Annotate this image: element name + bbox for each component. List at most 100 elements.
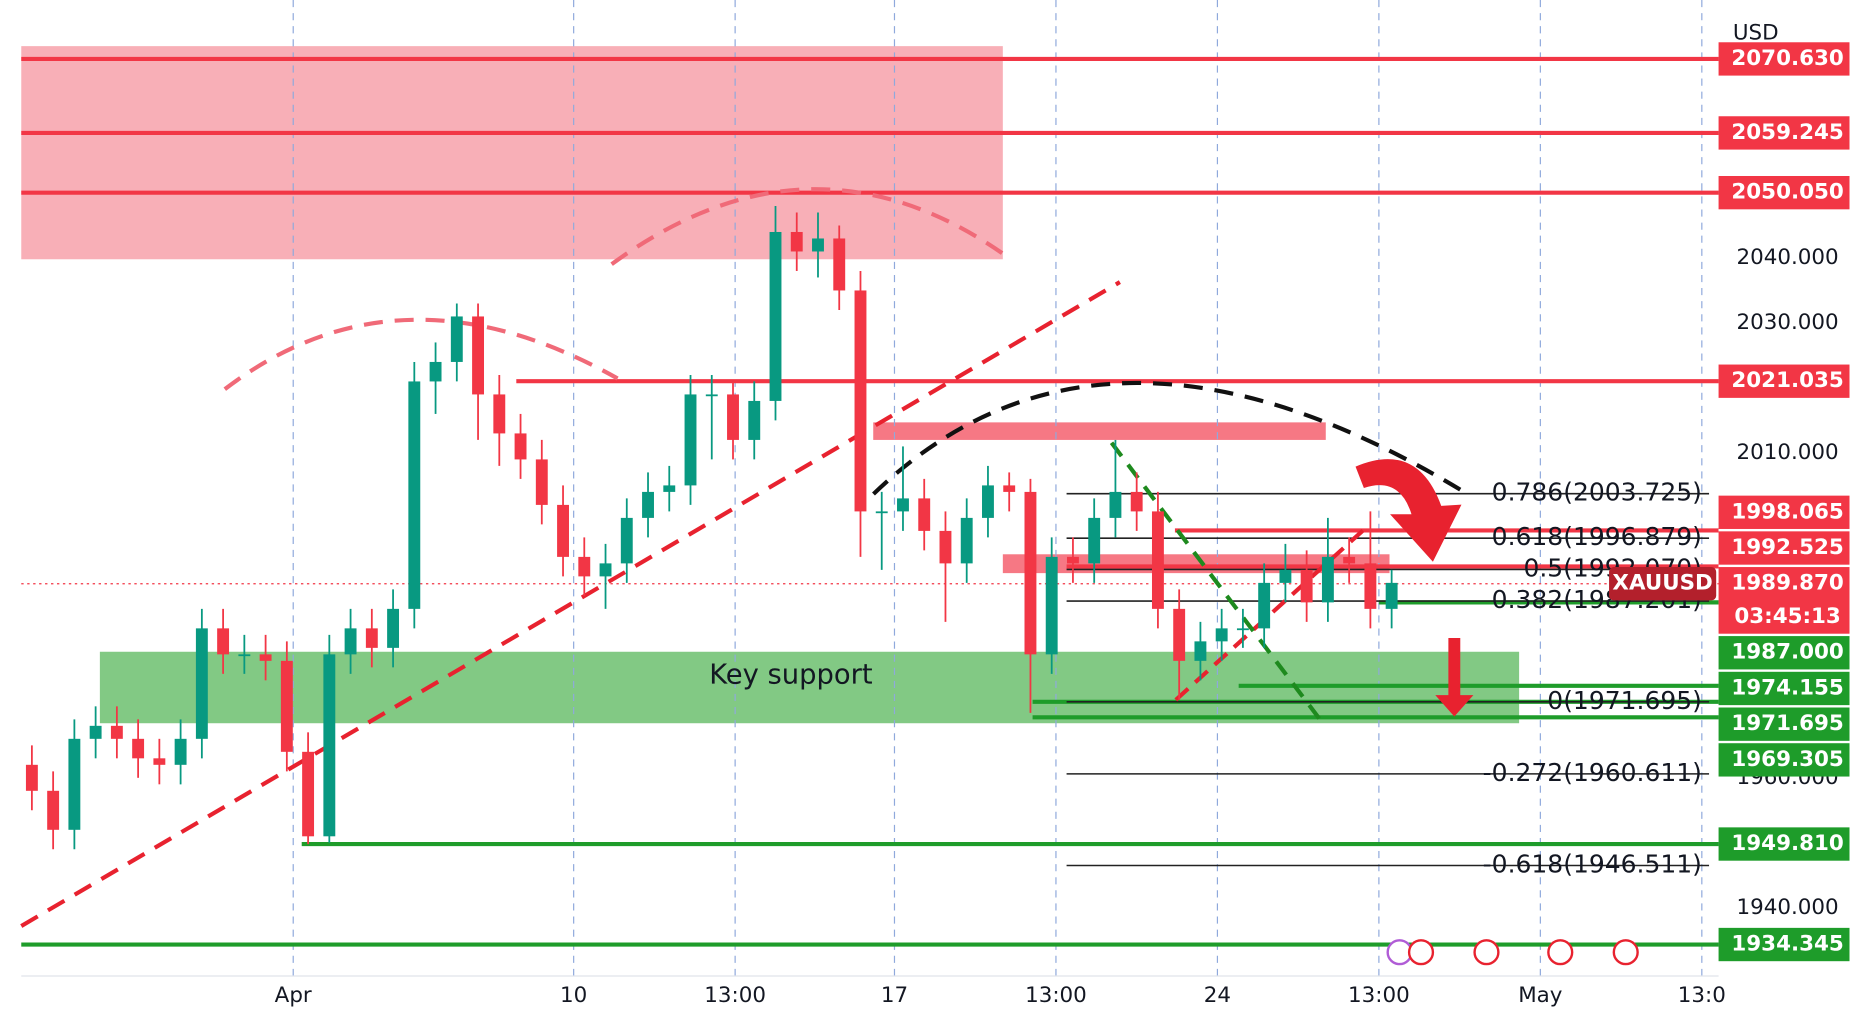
candle-body (854, 290, 867, 512)
price-box (1718, 827, 1850, 861)
icon (1547, 939, 1574, 966)
price-label: 1989.870 (1731, 571, 1843, 596)
candle-body (280, 660, 293, 752)
countdown: 03:45:13 (1734, 604, 1840, 629)
candle-body (47, 790, 60, 830)
price-label: 1992.525 (1731, 535, 1843, 560)
candle-body (1215, 628, 1228, 642)
currency: USD (1733, 20, 1779, 45)
fib-label: 0.618(1996.879) (1492, 522, 1702, 551)
arrow (1355, 459, 1462, 562)
candle-body (302, 751, 315, 837)
fib-label: 0.786(2003.725) (1492, 478, 1702, 507)
candle-body (769, 231, 782, 401)
candle-body (1364, 563, 1377, 609)
annotation: Key support (709, 660, 873, 691)
icon (1407, 939, 1435, 966)
candle-body (132, 738, 145, 759)
y-tick-label: 1940.000 (1737, 895, 1839, 920)
candle-body (153, 758, 166, 765)
candle-body (727, 394, 739, 440)
arrow (1435, 637, 1474, 717)
candle-body (408, 381, 421, 609)
symbol-label: XAUUSD (1612, 571, 1712, 596)
candle-body (1194, 641, 1207, 661)
price-label: 1949.810 (1731, 831, 1843, 856)
price-box (1718, 671, 1850, 706)
fib-label: -0.618(1946.511) (1483, 849, 1702, 878)
price-box (1718, 176, 1850, 210)
candle-body (89, 725, 102, 739)
candle-body (833, 238, 846, 291)
y-tick-label: 2040.000 (1737, 245, 1839, 270)
candle-body (663, 485, 676, 492)
candle-body (1300, 569, 1313, 603)
fib-label: -0.272(1960.611) (1483, 758, 1702, 787)
candle-body (1321, 556, 1334, 603)
candle-body (1173, 608, 1186, 661)
zone (21, 46, 1003, 260)
candle-body (25, 764, 38, 791)
candle-body (110, 725, 123, 739)
candle-body (1258, 582, 1271, 629)
candle-body (472, 316, 485, 395)
price-label: 2050.050 (1731, 180, 1843, 205)
candle-body (897, 498, 909, 512)
price-label: 1969.305 (1731, 747, 1843, 772)
price-label: 2021.035 (1731, 368, 1843, 393)
x-tick-label: 10 (560, 983, 587, 1008)
arc (223, 317, 619, 391)
candle-body (684, 394, 697, 486)
candle-body (1385, 582, 1398, 609)
candle-body (918, 498, 931, 531)
candle-body (365, 628, 378, 648)
price-box (1718, 531, 1850, 565)
y-tick-label: 2010.000 (1737, 440, 1839, 465)
candle-body (790, 231, 803, 252)
candle-body (1279, 569, 1292, 583)
trendline (20, 280, 1121, 928)
candle-body (429, 361, 442, 382)
candle-body (812, 238, 824, 252)
price-box (1718, 364, 1850, 398)
candle-body (217, 628, 230, 655)
candle-body (323, 654, 336, 837)
candle-body (1024, 491, 1037, 655)
zone (873, 422, 1326, 440)
x-tick-label: Apr (275, 983, 312, 1008)
price-box (1718, 567, 1850, 634)
candle-body (1003, 485, 1016, 492)
candle-body (1343, 556, 1356, 564)
x-tick-label: 13:0 (1678, 983, 1726, 1008)
x-tick-label: 17 (881, 983, 908, 1008)
price-label: 1934.345 (1731, 932, 1843, 957)
candle-body (939, 530, 952, 564)
x-tick-label: 24 (1204, 983, 1231, 1008)
candle-body (705, 394, 718, 397)
price-box (1718, 927, 1850, 962)
event-icons (1386, 939, 1639, 966)
fib-label: 0(1971.695) (1547, 686, 1702, 715)
trendline (1109, 441, 1324, 724)
x-tick-label: 13:00 (1025, 983, 1087, 1008)
candle-body (642, 491, 654, 518)
candle-body (599, 563, 612, 577)
candle-body (344, 628, 357, 655)
candle-body (174, 738, 187, 765)
price-label: 1998.065 (1731, 499, 1843, 524)
candle-body (1151, 511, 1164, 609)
x-tick-label: 13:00 (704, 983, 766, 1008)
candle-body (195, 628, 208, 739)
candle-body (514, 433, 527, 460)
price-label: 1974.155 (1731, 675, 1843, 700)
price-box (1718, 743, 1850, 777)
candle-body (557, 504, 569, 557)
icon (1473, 939, 1500, 966)
candle-body (982, 485, 994, 518)
price-box (1718, 636, 1850, 670)
candle-body (620, 517, 633, 564)
y-tick-label: 2030.000 (1737, 310, 1839, 335)
candle-body (450, 316, 463, 362)
